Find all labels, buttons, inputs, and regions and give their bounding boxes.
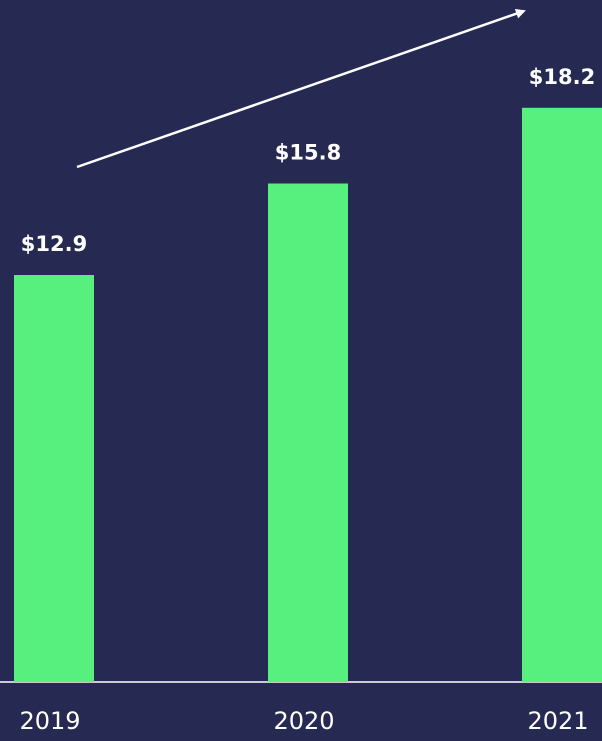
- value-label: $15.8: [275, 141, 341, 165]
- trend-arrow: [76, 8, 526, 169]
- bar: [14, 275, 94, 682]
- x-tick-label: 2019: [19, 707, 80, 735]
- x-tick-label: 2021: [527, 707, 588, 735]
- x-tick-label: 2020: [273, 707, 334, 735]
- bar: [522, 107, 602, 683]
- value-label: $18.2: [529, 65, 595, 89]
- bar: [268, 183, 348, 682]
- value-label: $12.9: [21, 232, 87, 256]
